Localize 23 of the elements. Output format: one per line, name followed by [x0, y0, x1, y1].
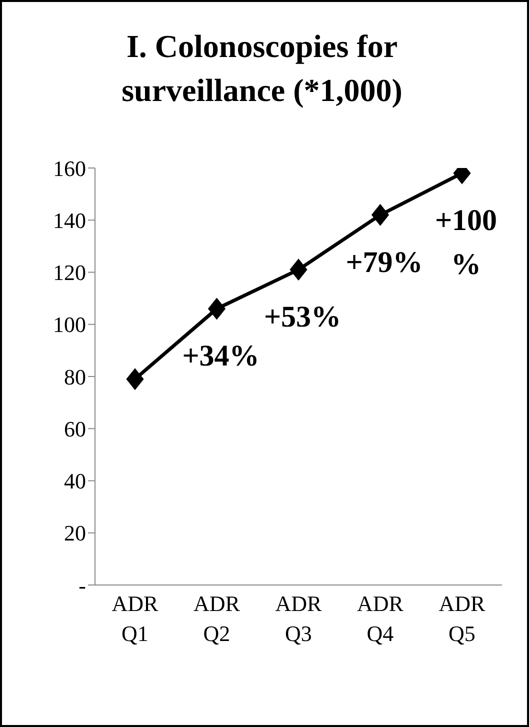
y-tick-label: 120	[53, 260, 86, 286]
point	[290, 258, 308, 281]
annotation: +34%	[182, 340, 260, 373]
annotation: +79%	[346, 246, 423, 279]
y-tick-label: 160	[53, 156, 86, 181]
y-tick-label: 140	[53, 208, 86, 233]
point	[208, 298, 226, 320]
y-tick-label: 20	[64, 520, 86, 546]
y-tick-label: -	[78, 572, 86, 598]
x-tick-label: ADR Q5	[438, 591, 486, 646]
y-tick-label: 60	[64, 416, 86, 442]
annotation: +53%	[264, 300, 342, 334]
x-tick-label: ADR Q1	[112, 591, 159, 646]
y-tick-label: 100	[53, 312, 86, 338]
x-tick-label: ADR Q2	[194, 591, 240, 646]
annotation: +100 %	[434, 204, 498, 282]
chart-title: I. Colonoscopies for surveillance (*1,000)	[120, 27, 404, 110]
y-tick-label: 80	[64, 364, 86, 390]
x-tick-label: ADR Q3	[275, 591, 322, 646]
x-tick-label: ADR Q4	[357, 591, 404, 646]
point	[126, 368, 144, 390]
y-tick-label: 40	[64, 468, 86, 494]
point	[371, 204, 390, 226]
